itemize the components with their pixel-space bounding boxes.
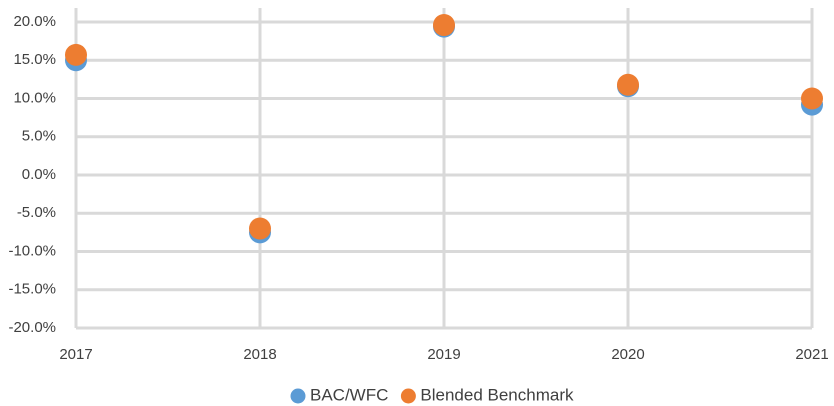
legend-marker: [400, 388, 416, 404]
scatter-point: [801, 87, 823, 110]
x-tick-label: 2018: [243, 346, 276, 363]
y-tick-label: -15.0%: [8, 281, 56, 298]
y-tick-label: 20.0%: [13, 13, 56, 30]
y-tick-label: -5.0%: [17, 204, 56, 221]
y-tick-label: 15.0%: [13, 51, 56, 68]
legend-marker: [290, 388, 306, 404]
x-tick-label: 2017: [59, 346, 92, 363]
x-tick-label: 2021: [795, 346, 828, 363]
scatter-point: [617, 73, 639, 96]
x-tick-label: 2019: [427, 346, 460, 363]
y-tick-label: -10.0%: [8, 242, 56, 259]
scatter-point: [433, 14, 455, 37]
scatter-point: [65, 43, 87, 66]
y-tick-label: 5.0%: [22, 128, 56, 145]
y-tick-label: -20.0%: [8, 319, 56, 336]
scatter-point: [249, 217, 271, 240]
y-tick-label: 0.0%: [22, 166, 56, 183]
y-tick-label: 10.0%: [13, 89, 56, 106]
x-tick-label: 2020: [611, 346, 644, 363]
legend-label: BAC/WFC: [310, 385, 388, 404]
legend-label: Blended Benchmark: [420, 385, 574, 404]
